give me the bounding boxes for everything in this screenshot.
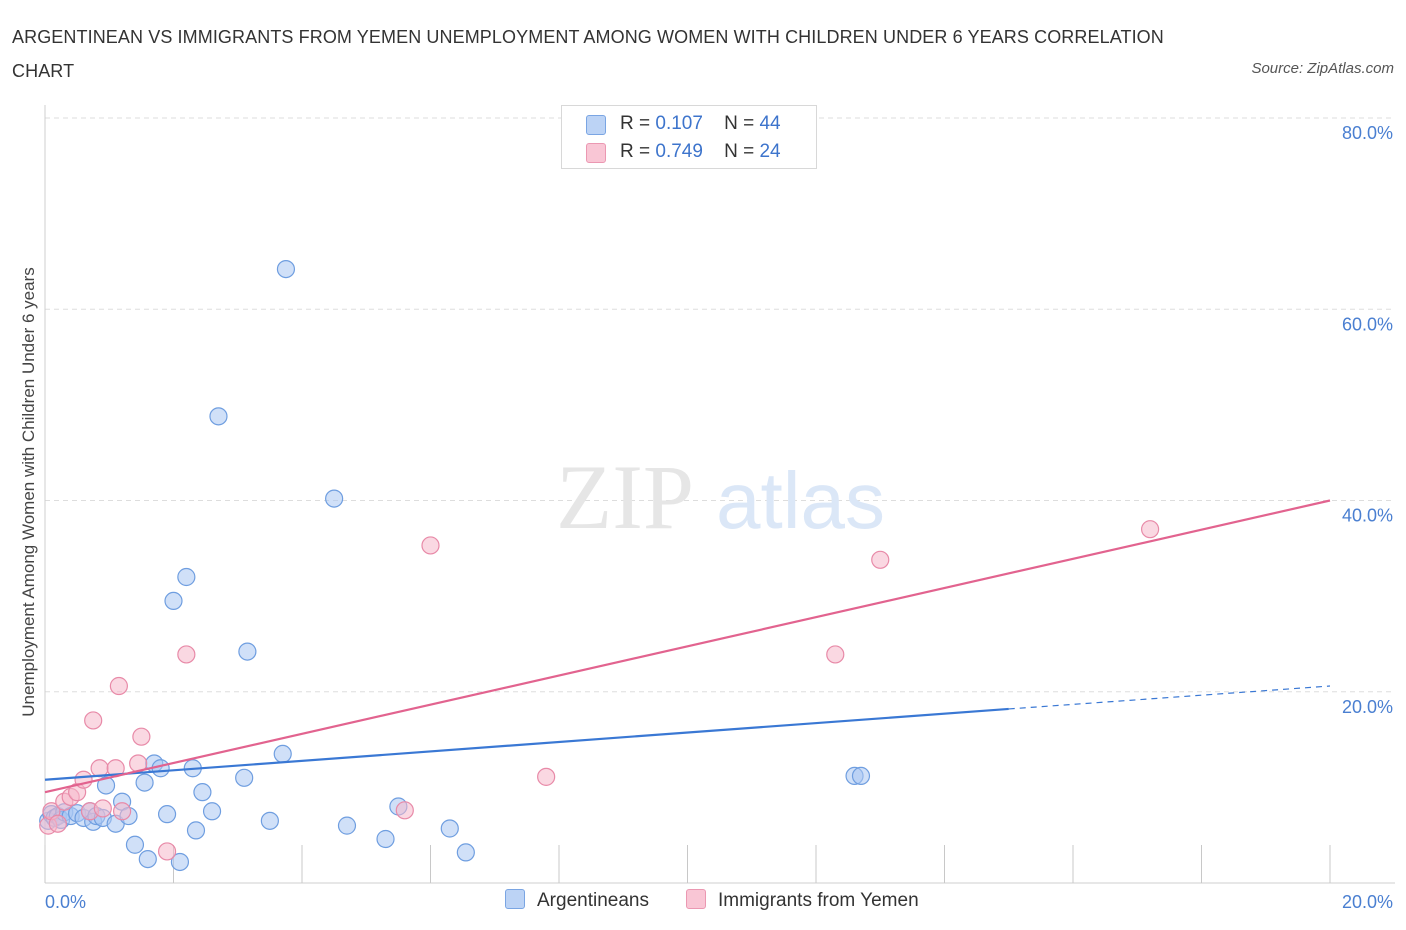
bottom-legend-argentineans: Argentineans bbox=[505, 889, 649, 912]
argentinean-point bbox=[238, 642, 257, 661]
legend-n-value: 24 bbox=[759, 141, 781, 162]
bottom-legend-label: Argentineans bbox=[537, 890, 649, 911]
correlation-legend: R = 0.107 N = 44 R = 0.749 N = 24 bbox=[561, 105, 817, 169]
bottom-legend-yemen: Immigrants from Yemen bbox=[686, 889, 919, 912]
yemen-point bbox=[132, 727, 151, 746]
chart-title: ARGENTINEAN VS IMMIGRANTS FROM YEMEN UNE… bbox=[12, 27, 1164, 81]
argentinean-point bbox=[193, 783, 212, 802]
argentinean-point bbox=[325, 489, 344, 508]
y-tick-label: 20.0% bbox=[1342, 697, 1393, 717]
y-axis-label: Unemployment Among Women with Children U… bbox=[19, 267, 38, 716]
bottom-legend-swatch-blue bbox=[505, 889, 525, 909]
watermark-zip: ZIP bbox=[556, 446, 694, 548]
data-points bbox=[39, 259, 1160, 872]
argentinean-point bbox=[96, 776, 116, 795]
bottom-legend-label: Immigrants from Yemen bbox=[718, 890, 919, 911]
yemen-point bbox=[157, 842, 177, 861]
legend-swatch-pink bbox=[586, 143, 606, 163]
y-tick-label: 60.0% bbox=[1342, 314, 1393, 334]
watermark: ZIP atlas bbox=[556, 446, 885, 548]
argentinean-point bbox=[851, 766, 871, 786]
watermark-atlas: atlas bbox=[716, 456, 885, 545]
argentinean-point bbox=[276, 259, 296, 279]
legend-n-label: N = bbox=[724, 113, 755, 134]
yemen-point bbox=[826, 645, 845, 664]
chart-source: Source: ZipAtlas.com bbox=[1251, 60, 1394, 77]
grid-lines bbox=[45, 117, 1395, 693]
argentinean-point bbox=[170, 852, 190, 872]
legend-n-value: 44 bbox=[759, 113, 781, 134]
argentinean-point bbox=[273, 744, 292, 764]
argentinean-point bbox=[440, 819, 459, 838]
argentinean-point bbox=[177, 567, 196, 587]
legend-swatch-blue bbox=[586, 115, 606, 135]
tick-labels: 20.0% 40.0% 60.0% 80.0% 0.0% 20.0% bbox=[45, 123, 1393, 912]
legend-r-value: 0.107 bbox=[655, 113, 703, 134]
argentinean-point bbox=[186, 821, 206, 840]
legend-r-label: R = bbox=[620, 141, 651, 162]
argentinean-point bbox=[157, 805, 177, 824]
y-tick-label: 80.0% bbox=[1342, 123, 1393, 143]
argentinean-point bbox=[164, 591, 183, 611]
bottom-legend-swatch-pink bbox=[686, 889, 706, 909]
argentinean-point bbox=[125, 835, 145, 854]
yemen-point bbox=[112, 802, 132, 821]
axes bbox=[44, 105, 1395, 884]
yemen-point bbox=[48, 814, 67, 833]
yemen-point bbox=[421, 536, 440, 555]
legend-r-label: R = bbox=[620, 113, 651, 134]
argentinean-point bbox=[376, 829, 395, 849]
argentinean-point bbox=[209, 407, 228, 426]
argentinean-point bbox=[235, 768, 254, 787]
argentinean-point bbox=[138, 849, 157, 869]
yemen-point bbox=[537, 767, 556, 786]
legend-r-value: 0.749 bbox=[655, 141, 703, 162]
x-tick-label: 20.0% bbox=[1342, 892, 1393, 912]
yemen-trend-line bbox=[44, 499, 1331, 794]
yemen-point bbox=[871, 550, 890, 569]
argentinean-point bbox=[202, 802, 222, 821]
argentinean-point bbox=[456, 843, 475, 862]
argentinean-point bbox=[337, 816, 357, 835]
y-tick-label: 40.0% bbox=[1342, 506, 1393, 526]
argentinean-point bbox=[135, 773, 154, 792]
argentinean-trend-line bbox=[44, 707, 1009, 781]
yemen-point bbox=[93, 799, 112, 818]
yemen-point bbox=[395, 801, 414, 820]
argentinean-trend-extension bbox=[1008, 685, 1331, 710]
yemen-point bbox=[1140, 520, 1160, 539]
legend-n-label: N = bbox=[724, 141, 755, 162]
trend-lines bbox=[44, 499, 1331, 794]
x-tick-label: 0.0% bbox=[45, 892, 86, 912]
yemen-point bbox=[109, 676, 128, 696]
yemen-point bbox=[177, 645, 196, 664]
argentinean-point bbox=[260, 811, 279, 830]
yemen-point bbox=[84, 711, 103, 730]
